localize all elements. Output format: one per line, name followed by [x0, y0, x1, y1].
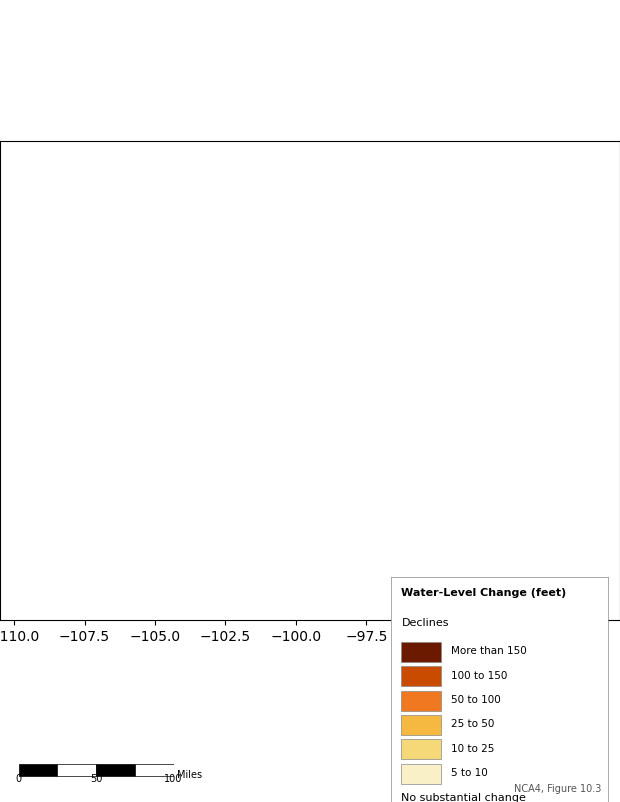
FancyBboxPatch shape — [402, 715, 440, 735]
Text: 10 to 25: 10 to 25 — [451, 743, 495, 754]
FancyBboxPatch shape — [402, 666, 440, 687]
Bar — [19, 764, 58, 776]
Bar — [135, 764, 174, 776]
Text: Miles: Miles — [177, 770, 203, 780]
Text: More than 150: More than 150 — [451, 646, 527, 656]
Text: 50 to 100: 50 to 100 — [451, 695, 501, 705]
FancyBboxPatch shape — [402, 691, 440, 711]
Text: Water-Level Change (feet): Water-Level Change (feet) — [402, 588, 567, 597]
Bar — [58, 764, 96, 776]
Text: Declines: Declines — [402, 618, 449, 628]
FancyBboxPatch shape — [402, 764, 440, 784]
Text: NCA4, Figure 10.3: NCA4, Figure 10.3 — [514, 784, 601, 794]
Text: No substantial change: No substantial change — [402, 792, 526, 802]
Text: 5 to 10: 5 to 10 — [451, 768, 488, 778]
Text: 0: 0 — [16, 775, 22, 784]
Text: 100: 100 — [164, 775, 183, 784]
FancyBboxPatch shape — [402, 642, 440, 662]
Text: 25 to 50: 25 to 50 — [451, 719, 495, 729]
Text: 100 to 150: 100 to 150 — [451, 670, 508, 681]
Text: 50: 50 — [90, 775, 102, 784]
Bar — [96, 764, 135, 776]
FancyBboxPatch shape — [402, 739, 440, 759]
